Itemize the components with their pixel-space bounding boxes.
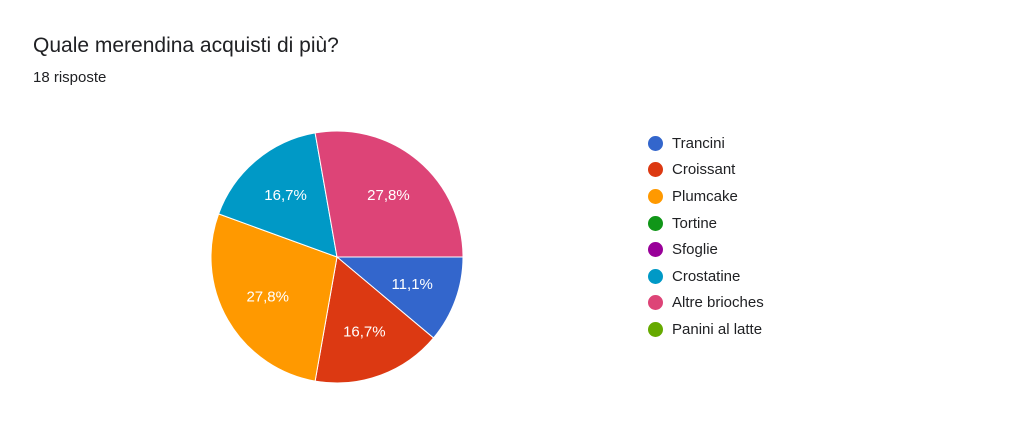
chart-legend: Trancini Croissant Plumcake Tortine Sfog… — [648, 130, 764, 343]
pie-slice-croissant — [314, 256, 435, 384]
slice-label-croissant: 16,7% — [343, 324, 386, 341]
legend-item-trancini: Trancini — [648, 130, 764, 157]
pie-slice-crostatine — [217, 132, 338, 258]
slice-label-altre-brioches: 27,8% — [367, 187, 410, 204]
legend-item-panini-al-latte: Panini al latte — [648, 316, 764, 343]
legend-swatch — [648, 295, 663, 311]
legend-swatch — [648, 135, 663, 151]
legend-swatch — [648, 268, 663, 284]
legend-item-tortine: Tortine — [648, 210, 764, 237]
slice-label-crostatine: 16,7% — [264, 187, 307, 204]
legend-label: Tortine — [672, 214, 718, 232]
legend-item-plumcake: Plumcake — [648, 183, 764, 210]
legend-item-croissant: Croissant — [648, 157, 764, 184]
legend-swatch — [648, 215, 663, 231]
pie-slice-trancini — [335, 256, 464, 339]
legend-item-sfoglie: Sfoglie — [648, 236, 764, 263]
legend-label: Croissant — [672, 161, 736, 179]
pie-slice-altre-brioches — [314, 130, 464, 258]
legend-item-crostatine: Crostatine — [648, 263, 764, 290]
legend-swatch — [648, 188, 663, 204]
response-count: 18 risposte — [33, 69, 107, 86]
legend-swatch — [648, 162, 663, 178]
legend-item-altre-brioches: Altre brioches — [648, 290, 764, 317]
slice-label-trancini: 11,1% — [391, 276, 432, 293]
legend-label: Panini al latte — [672, 320, 763, 338]
legend-swatch — [648, 242, 663, 258]
legend-label: Altre brioches — [672, 294, 764, 312]
slice-label-plumcake: 27,8% — [246, 289, 289, 306]
legend-label: Plumcake — [672, 187, 738, 205]
legend-label: Trancini — [672, 134, 725, 152]
legend-label: Crostatine — [672, 267, 741, 285]
legend-label: Sfoglie — [672, 241, 718, 259]
chart-title: Quale merendina acquisti di più? — [33, 34, 339, 57]
pie-slice-plumcake — [210, 213, 338, 382]
legend-swatch — [648, 321, 663, 337]
